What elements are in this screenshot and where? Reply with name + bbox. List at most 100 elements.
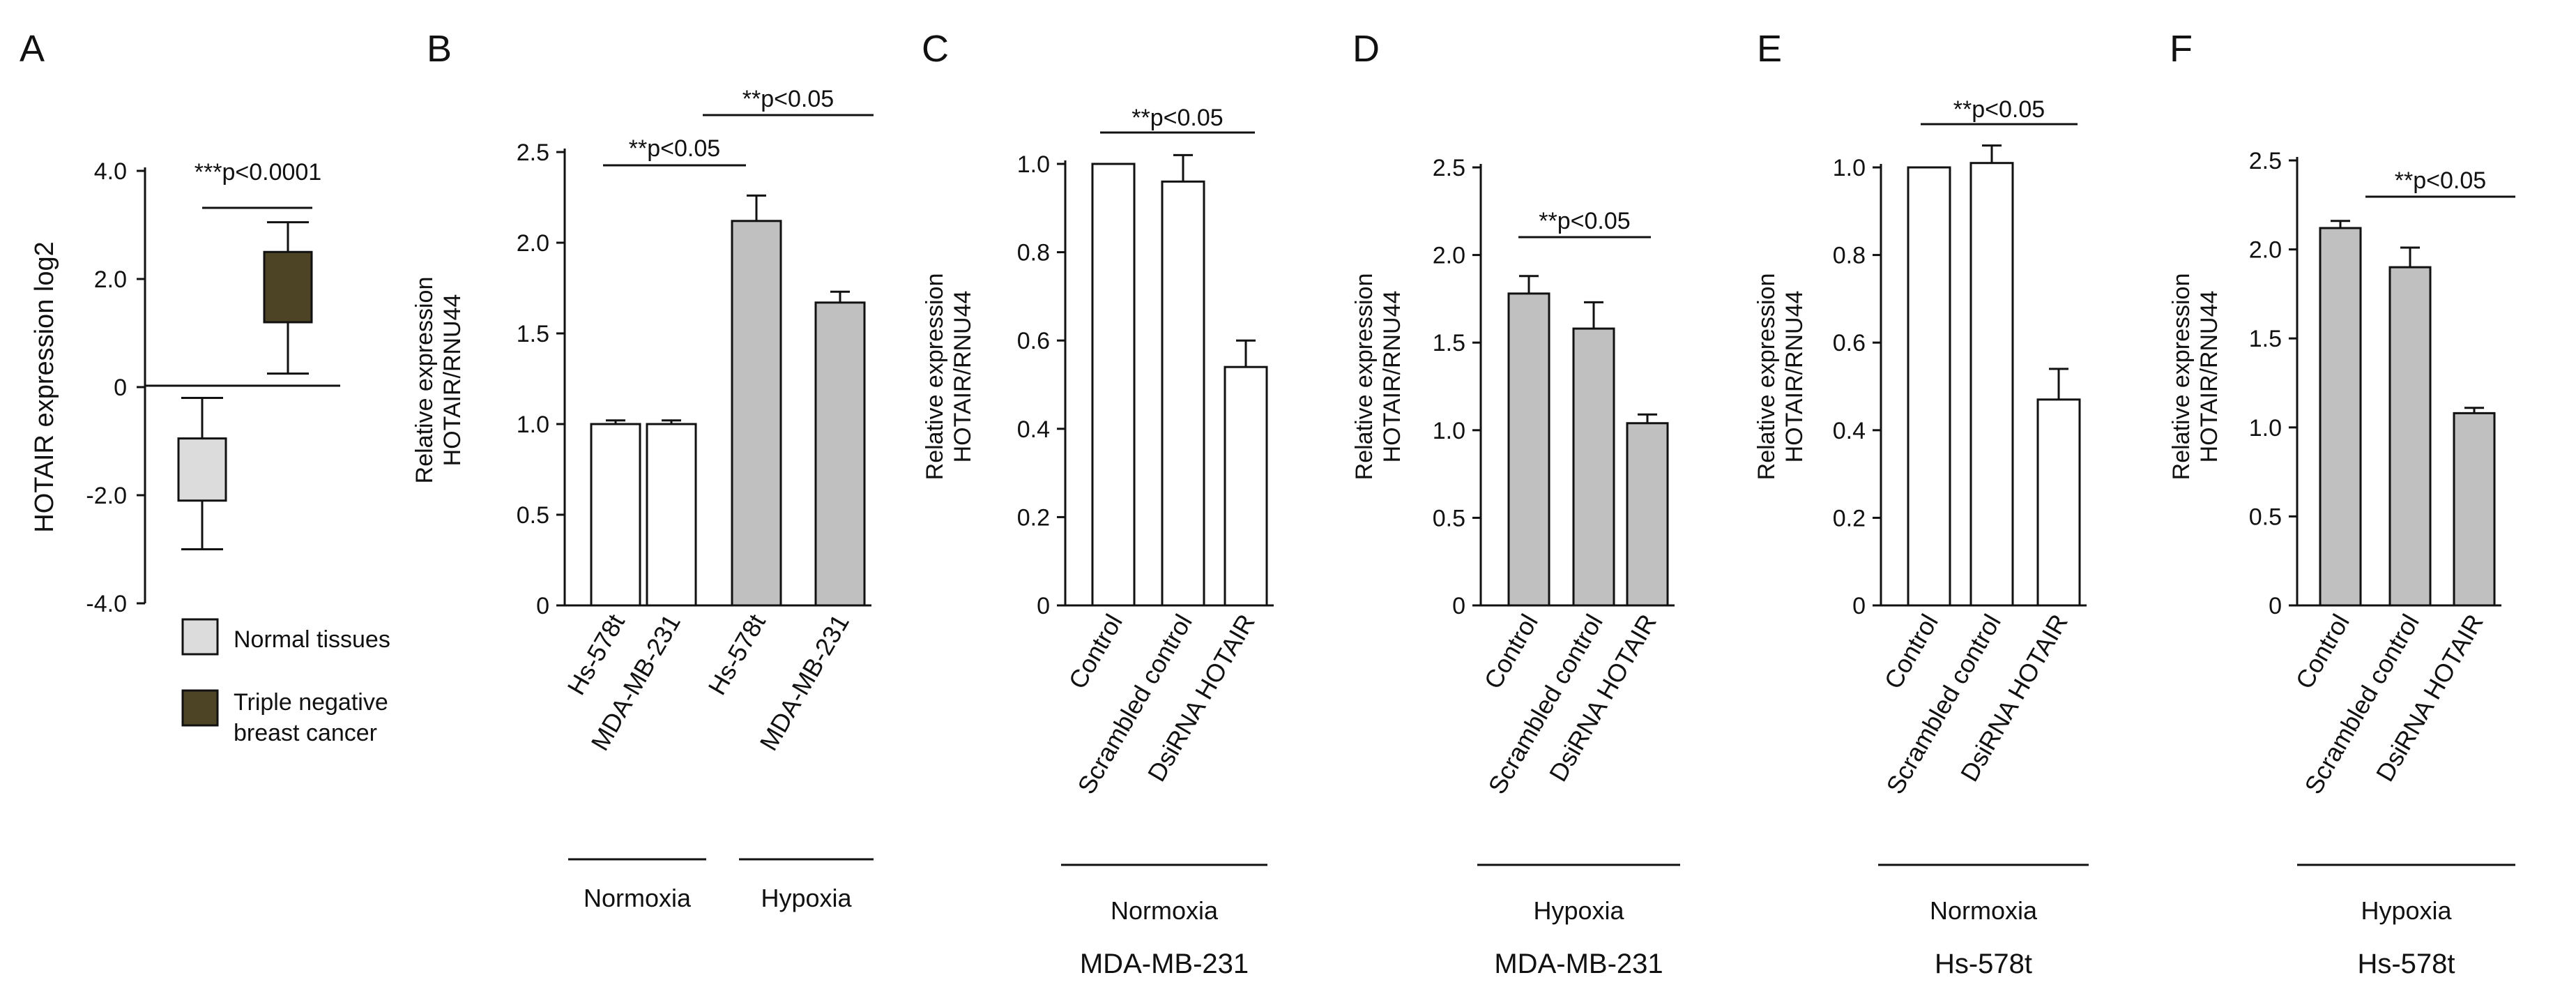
panel-e-y-tick-label: 0.8 [1833, 243, 1866, 269]
panel-f-bar [2388, 266, 2432, 607]
panel-d-bar [1507, 292, 1550, 607]
panel-d: D Relative expression HOTAIR/RNU44 2.5 2.0 1… [1351, 28, 1680, 979]
panel-a-significance-label: ***p<0.0001 [195, 159, 321, 186]
panel-b-y-tick-label: 2.5 [517, 139, 549, 166]
panel-b-group-label: Hypoxia [761, 884, 852, 912]
panel-a-boxes [177, 221, 313, 550]
legend-label-normal: Normal tissues [234, 626, 390, 653]
panel-c-y-tick-label: 0 [1037, 593, 1050, 619]
panel-e: E Relative expression HOTAIR/RNU44 1.0 0.8 0… [1753, 28, 2089, 979]
panel-d-condition-label: Hypoxia [1533, 896, 1624, 925]
panel-f-y-tick-label: 0 [2269, 593, 2282, 619]
panel-e-ylabel-line1: Relative expression [1753, 273, 1780, 481]
panel-e-letter: E [1757, 28, 1782, 70]
panel-c: C Relative expression HOTAIR/RNU44 1.0 0.8 0… [922, 28, 1274, 979]
panel-c-y-tick-label: 0.4 [1017, 416, 1050, 443]
panel-b-y-tick-label: 0.5 [517, 502, 549, 529]
panel-c-bar [1224, 365, 1268, 607]
panel-f: F Relative expression HOTAIR/RNU44 2.5 2.0 1… [2168, 28, 2515, 979]
panel-a-y-tick-label: 2.0 [94, 266, 127, 293]
panel-c-significance-label: **p<0.05 [1131, 105, 1223, 131]
panel-f-bar [2453, 412, 2496, 607]
panel-b-significance-label: **p<0.05 [629, 135, 720, 162]
panel-a-y-tick-label: 4.0 [94, 158, 127, 185]
panel-c-y-tick-label: 1.0 [1017, 151, 1050, 178]
panel-e-bar [2036, 398, 2081, 607]
panel-b-bar [814, 301, 866, 607]
panel-b-bar [590, 423, 641, 607]
panel-a: A HOTAIR expression log2 4.0 2.0 0 -2.0 -4.0… [20, 28, 390, 746]
panel-d-y-tick-label: 1.0 [1433, 418, 1465, 444]
panel-d-y-tick-label: 1.5 [1433, 330, 1465, 356]
panel-c-y-tick-label: 0.6 [1017, 328, 1050, 354]
panel-e-significance-label: **p<0.05 [1953, 96, 2045, 123]
panel-c-condition-label: Normoxia [1111, 896, 1219, 925]
panel-a-ylabel: HOTAIR expression log2 [30, 241, 59, 532]
panel-a-box-tnbc [263, 250, 313, 324]
panel-c-bar [1091, 163, 1136, 607]
legend-swatch-normal [181, 618, 219, 656]
panel-c-y-tick-label: 0.2 [1017, 504, 1050, 531]
panel-e-condition-label: Normoxia [1930, 896, 2038, 925]
panel-f-y-tick-label: 2.0 [2249, 237, 2282, 264]
panel-b-group-label: Normoxia [584, 884, 692, 912]
panel-d-significance-label: **p<0.05 [1539, 208, 1630, 234]
panel-e-y-tick-label: 1.0 [1833, 155, 1866, 181]
panel-f-letter: F [2170, 28, 2193, 70]
panel-b-category-label: MDA-MB-231 [754, 610, 855, 755]
panel-a-y-tick-label: 0 [114, 375, 127, 401]
panel-c-bar [1161, 180, 1205, 607]
panel-d-letter: D [1352, 28, 1380, 70]
panel-d-bar [1572, 327, 1615, 607]
panel-e-y-tick-label: 0.4 [1833, 418, 1866, 444]
panel-f-bar [2319, 227, 2362, 607]
legend-label-tnbc-line1: Triple negative [234, 689, 388, 716]
panel-b-category-label: Hs-578t [702, 610, 771, 700]
panel-f-cell-line-label: Hs-578t [2357, 949, 2455, 979]
panel-c-category-label: Control [1062, 610, 1128, 694]
panel-f-y-tick-label: 1.5 [2249, 326, 2282, 352]
legend: Normal tissues Triple negative breast ca… [181, 618, 390, 746]
panel-a-tick-labels: 4.0 2.0 0 -2.0 -4.0 [86, 158, 145, 617]
panel-b-y-tick-label: 1.0 [517, 412, 549, 438]
panel-b-y-tick-label: 2.0 [517, 230, 549, 257]
panel-c-ylabel-line2: HOTAIR/RNU44 [950, 291, 976, 463]
panel-e-bar [1907, 166, 1951, 607]
panel-d-y-tick-label: 2.0 [1433, 243, 1465, 269]
panel-c-y-tick-label: 0.8 [1017, 240, 1050, 266]
legend-label-tnbc-line2: breast cancer [234, 720, 377, 746]
panel-e-category-label: Control [1878, 610, 1944, 694]
panel-d-category-label: Control [1478, 610, 1544, 694]
panel-f-ylabel-line1: Relative expression [2168, 273, 2195, 481]
panel-b-bar [731, 220, 782, 607]
panel-c-cell-line-label: MDA-MB-231 [1080, 949, 1249, 979]
panel-e-y-tick-label: 0 [1852, 593, 1866, 619]
panel-d-y-tick-label: 2.5 [1433, 155, 1465, 181]
panel-d-ylabel-line1: Relative expression [1351, 273, 1378, 481]
panel-c-letter: C [922, 28, 949, 70]
panel-e-bar [1969, 162, 2014, 607]
panel-e-cell-line-label: Hs-578t [1935, 949, 2032, 979]
panel-d-bar [1626, 422, 1669, 607]
panel-b-y-tick-label: 1.5 [517, 321, 549, 347]
panel-f-condition-label: Hypoxia [2361, 896, 2452, 925]
panel-b-significance-label: **p<0.05 [742, 86, 834, 112]
panel-b-ylabel-line2: HOTAIR/RNU44 [439, 294, 466, 467]
legend-swatch-tnbc [181, 689, 219, 727]
panel-f-y-tick-label: 1.0 [2249, 415, 2282, 442]
panel-b: B Relative expression HOTAIR/RNU44 2.5 2.0 1… [411, 28, 874, 912]
panel-f-significance-label: **p<0.05 [2395, 167, 2486, 194]
panel-a-box-normal [177, 437, 227, 502]
panel-b-bar [646, 423, 697, 607]
panel-d-ylabel-line2: HOTAIR/RNU44 [1379, 291, 1405, 463]
panel-d-y-tick-label: 0.5 [1433, 505, 1465, 531]
panel-c-ylabel-line1: Relative expression [922, 273, 948, 481]
panel-d-y-tick-label: 0 [1452, 593, 1465, 619]
panel-e-y-tick-label: 0.6 [1833, 330, 1866, 356]
panel-f-ylabel-line2: HOTAIR/RNU44 [2196, 291, 2223, 463]
panel-a-letter: A [20, 28, 45, 70]
panel-b-y-tick-label: 0 [536, 593, 549, 619]
panel-a-y-tick-label: -4.0 [86, 591, 127, 617]
panel-f-y-tick-label: 2.5 [2249, 148, 2282, 174]
